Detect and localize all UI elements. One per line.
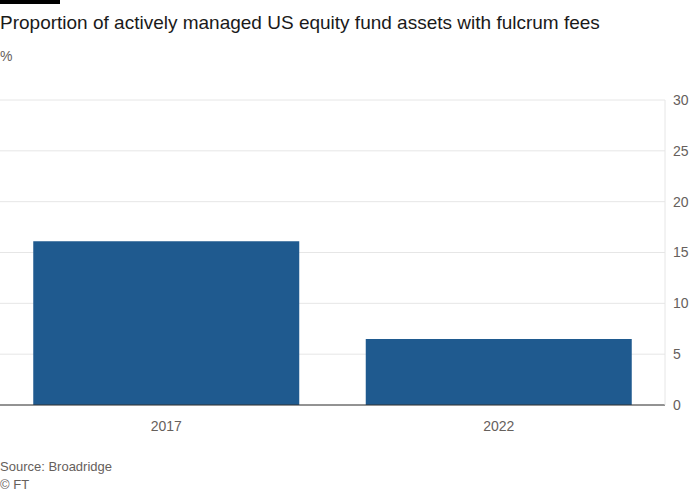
svg-text:10: 10 [673,295,689,311]
html-text:© FT: © FT [0,477,30,492]
svg-text:5: 5 [673,346,681,362]
svg-text:15: 15 [673,244,689,260]
svg-text:30: 30 [673,92,689,108]
html-text:Source: Broadridge: Source: Broadridge [0,459,112,474]
svg-text:20: 20 [673,194,689,210]
svg-text:25: 25 [673,143,689,159]
html-text:Proportion of actively managed: Proportion of actively managed US equity… [0,12,600,33]
svg-text:0: 0 [673,397,681,413]
svg-text:2017: 2017 [151,418,182,434]
svg-text:2022: 2022 [483,418,514,434]
